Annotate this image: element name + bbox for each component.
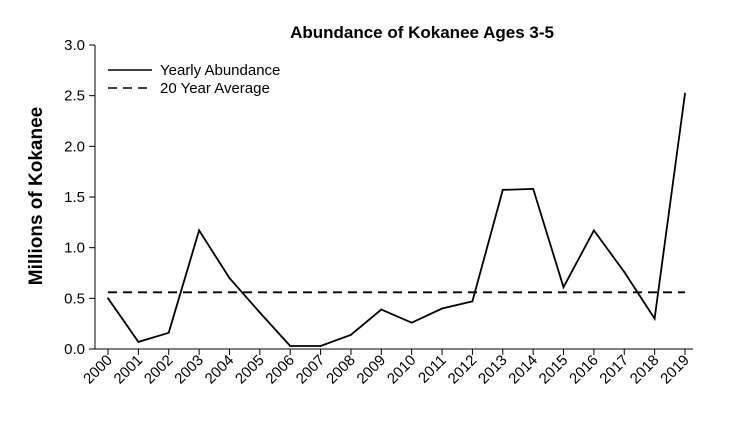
series-line-yearly [107, 93, 686, 347]
legend-label-average: 20 Year Average [160, 80, 270, 97]
x-tick-label: 2016 [566, 352, 602, 388]
x-tick-label: 2019 [657, 352, 693, 388]
data-point [198, 229, 201, 232]
data-point [684, 92, 686, 95]
x-tick-label: 2003 [171, 352, 207, 388]
x-tick-label: 2014 [505, 352, 541, 388]
x-tick-label: 2011 [415, 352, 450, 387]
data-point [592, 229, 595, 232]
data-point [258, 311, 261, 314]
y-tick-label: 0.5 [64, 290, 85, 307]
x-tick-label: 2012 [445, 352, 481, 388]
x-tick-label: 2010 [384, 352, 420, 388]
data-point [289, 345, 292, 347]
y-ticks: 0.0 0.5 1.0 1.5 2.0 2.5 3.0 [64, 37, 95, 358]
data-point [350, 333, 352, 336]
x-tick-label: 2009 [354, 352, 390, 388]
x-tick-label: 2005 [232, 352, 268, 388]
y-axis-label: Millions of Kokanee [26, 107, 47, 285]
data-point [319, 345, 322, 347]
data-point [107, 297, 109, 300]
x-tick-label: 2013 [475, 352, 511, 388]
legend: Yearly Abundance 20 Year Average [108, 62, 280, 97]
y-tick-label: 2.5 [64, 88, 85, 105]
x-tick-label: 2008 [323, 352, 359, 388]
x-tick-label: 2018 [627, 352, 663, 388]
series-group [107, 92, 686, 347]
data-point [653, 317, 656, 320]
data-point [501, 189, 504, 191]
data-point [441, 307, 443, 310]
x-tick-label: 2002 [141, 352, 177, 388]
y-tick-label: 0.0 [64, 341, 85, 358]
y-tick-label: 3.0 [64, 37, 85, 54]
x-tick-label: 2015 [536, 352, 572, 388]
data-point [532, 187, 535, 190]
x-tick-label: 2001 [111, 352, 147, 388]
y-tick-label: 2.0 [64, 138, 85, 155]
x-tick-label: 2007 [293, 352, 329, 388]
data-point [228, 277, 231, 279]
data-point [410, 321, 413, 324]
data-point [471, 300, 474, 303]
y-tick-label: 1.5 [64, 189, 85, 206]
x-tick-label: 2004 [202, 352, 238, 388]
data-point [562, 286, 565, 289]
x-tick-label: 2017 [596, 352, 632, 388]
x-ticks: 2000200120022003200420052006200720082009… [80, 349, 693, 387]
chart-title: Abundance of Kokanee Ages 3-5 [290, 23, 554, 42]
x-tick-label: 2006 [262, 352, 298, 388]
data-point [623, 271, 626, 273]
data-point [380, 308, 383, 311]
data-point [167, 331, 170, 334]
x-tick-label: 2000 [80, 352, 116, 388]
y-tick-label: 1.0 [64, 240, 85, 257]
data-point [137, 341, 140, 343]
legend-label-yearly: Yearly Abundance [160, 62, 280, 79]
